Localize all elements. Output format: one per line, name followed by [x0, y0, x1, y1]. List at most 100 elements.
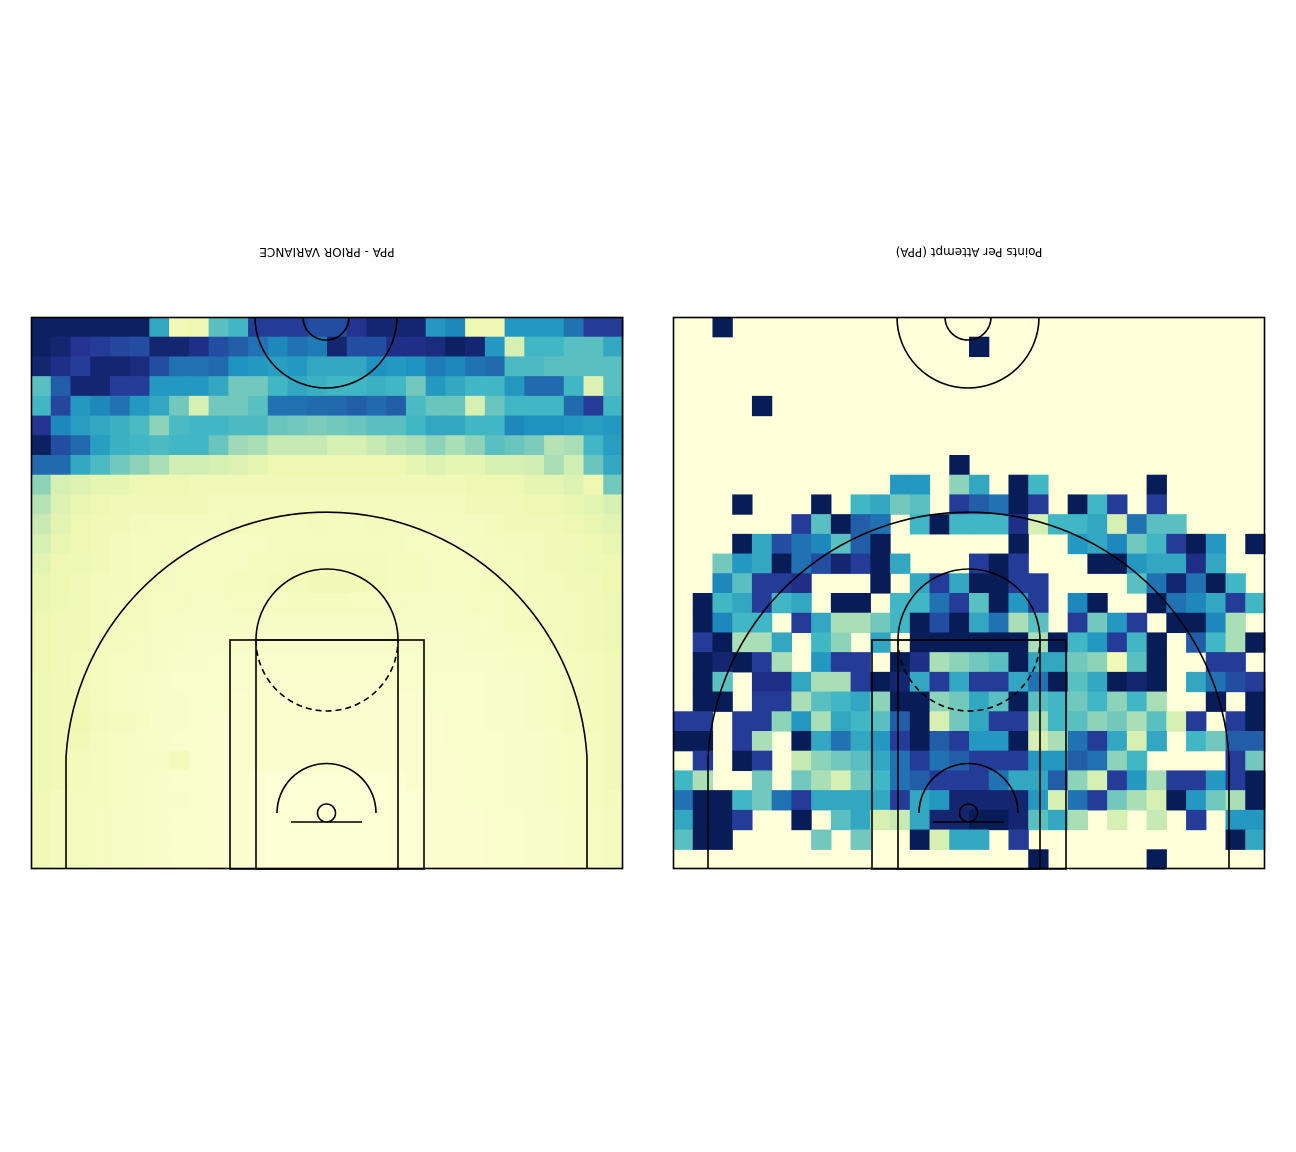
- heatmap-cell: [929, 514, 950, 535]
- heatmap-cell: [1205, 612, 1227, 634]
- heatmap-cell: [50, 632, 72, 653]
- heatmap-cell: [208, 514, 229, 535]
- heatmap-cell: [405, 790, 427, 811]
- heatmap-cell: [1008, 533, 1029, 555]
- heatmap-cell: [1166, 514, 1187, 535]
- heatmap-cell: [50, 711, 72, 732]
- heatmap-cell: [1067, 593, 1088, 614]
- heatmap-cell: [386, 632, 407, 653]
- heatmap-cell: [1126, 770, 1148, 791]
- heatmap-cell: [366, 790, 387, 811]
- heatmap-cell: [267, 671, 289, 693]
- heatmap-cell: [267, 356, 289, 377]
- heatmap-cell: [307, 731, 328, 752]
- heatmap-cell: [307, 395, 328, 417]
- heatmap-cell: [732, 612, 753, 634]
- heatmap-cell: [228, 691, 249, 712]
- lane-inner: [897, 639, 1041, 870]
- heatmap-cell: [850, 731, 871, 752]
- heatmap-cell: [149, 376, 170, 397]
- heatmap-cell: [1107, 809, 1128, 831]
- heatmap-cell: [1126, 612, 1148, 634]
- heatmap-cell: [1166, 593, 1187, 614]
- heatmap-cell: [307, 809, 328, 831]
- heatmap-cell: [504, 494, 525, 515]
- heatmap-cell: [988, 731, 1010, 752]
- heatmap-cell: [405, 731, 427, 752]
- heatmap-cell: [811, 691, 832, 712]
- heatmap-cell: [267, 612, 289, 634]
- heatmap-cell: [771, 652, 792, 673]
- heatmap-cell: [791, 612, 812, 634]
- heatmap-cell: [1205, 652, 1227, 673]
- heatmap-cell: [129, 533, 150, 555]
- heatmap-cell: [524, 455, 545, 476]
- heatmap-cell: [732, 553, 753, 574]
- heatmap-cell: [169, 395, 190, 417]
- heatmap-cell: [890, 494, 911, 515]
- heatmap-cell: [751, 632, 773, 653]
- heatmap-cell: [583, 593, 604, 614]
- heatmap-cell: [811, 533, 832, 555]
- heatmap-cell: [1087, 770, 1108, 791]
- heatmap-cell: [988, 494, 1010, 515]
- heatmap-cell: [484, 514, 506, 535]
- heatmap-cell: [504, 376, 525, 397]
- heatmap-cell: [603, 790, 624, 811]
- heatmap-cell: [109, 356, 131, 377]
- heatmap-cell: [771, 573, 792, 594]
- heatmap-cell: [208, 317, 229, 338]
- heatmap-cell: [248, 691, 269, 712]
- heatmap-cell: [248, 829, 269, 850]
- heatmap-cell: [129, 632, 150, 653]
- heatmap-cell: [524, 829, 545, 850]
- heatmap-cell: [563, 553, 585, 574]
- heatmap-cell: [583, 612, 604, 634]
- heatmap-cell: [109, 770, 131, 791]
- heatmap-cell: [692, 790, 714, 811]
- heatmap-cell: [90, 317, 111, 338]
- heatmap-cell: [445, 632, 466, 653]
- heatmap-cell: [346, 790, 368, 811]
- heatmap-cell: [90, 514, 111, 535]
- heatmap-cell: [445, 652, 466, 673]
- heatmap-cell: [366, 415, 387, 436]
- heatmap-cell: [1205, 790, 1227, 811]
- heatmap-cell: [287, 455, 308, 476]
- heatmap-cell: [465, 770, 486, 791]
- heatmap-cell: [544, 770, 565, 791]
- heatmap-cell: [405, 336, 427, 358]
- heatmap-cell: [70, 671, 91, 693]
- heatmap-cell: [1186, 533, 1207, 555]
- heatmap-cell: [563, 790, 585, 811]
- heatmap-cell: [366, 494, 387, 515]
- heatmap-cell: [1008, 573, 1029, 594]
- heatmap-cell: [1186, 711, 1207, 732]
- heatmap-cell: [1087, 553, 1108, 574]
- free-throw-circle-top: [897, 568, 1041, 641]
- heatmap-cell: [327, 612, 348, 634]
- heatmap-cell: [949, 829, 970, 850]
- court-lines: [672, 316, 1266, 870]
- heatmap-cell: [267, 849, 289, 870]
- heatmap-cell: [1245, 829, 1266, 850]
- heatmap-cell: [1245, 533, 1266, 555]
- heatmap-cell: [346, 731, 368, 752]
- heatmap-cell: [949, 573, 970, 594]
- heatmap-cell: [188, 770, 210, 791]
- heatmap-cell: [188, 632, 210, 653]
- heatmap-cell: [70, 376, 91, 397]
- heatmap-cell: [484, 336, 506, 358]
- heatmap-cell: [90, 415, 111, 436]
- heatmap-cell: [1087, 691, 1108, 712]
- heatmap-cell: [287, 514, 308, 535]
- heatmap-cell: [386, 593, 407, 614]
- heatmap-cell: [327, 415, 348, 436]
- heatmap-cell: [524, 849, 545, 870]
- heatmap-cell: [267, 474, 289, 496]
- heatmap-cell: [425, 514, 446, 535]
- heatmap-cell: [386, 711, 407, 732]
- heatmap-cell: [969, 612, 990, 634]
- heatmap-cell: [949, 770, 970, 791]
- heatmap-cell: [830, 593, 852, 614]
